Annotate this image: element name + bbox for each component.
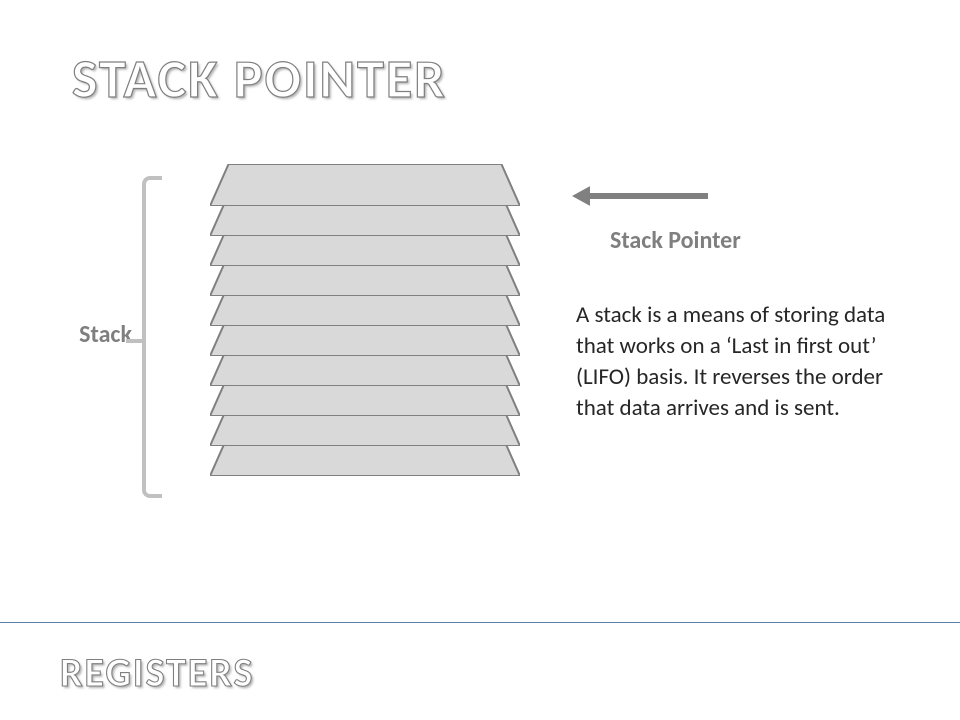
- footer-title: REGISTERS: [60, 648, 254, 697]
- divider: [0, 622, 960, 623]
- slide: STACK POINTER Stack Stack Pointer A stac…: [0, 0, 960, 720]
- page-title: STACK POINTER: [72, 46, 447, 112]
- stack-diagram: [210, 164, 520, 506]
- arrow-left-icon: [572, 178, 708, 219]
- description-text: A stack is a means of storing data that …: [576, 300, 896, 424]
- stack-label: Stack: [62, 320, 132, 349]
- stack-plate: [210, 164, 520, 206]
- stack-pointer-label: Stack Pointer: [610, 226, 741, 255]
- bracket-icon: [142, 176, 162, 498]
